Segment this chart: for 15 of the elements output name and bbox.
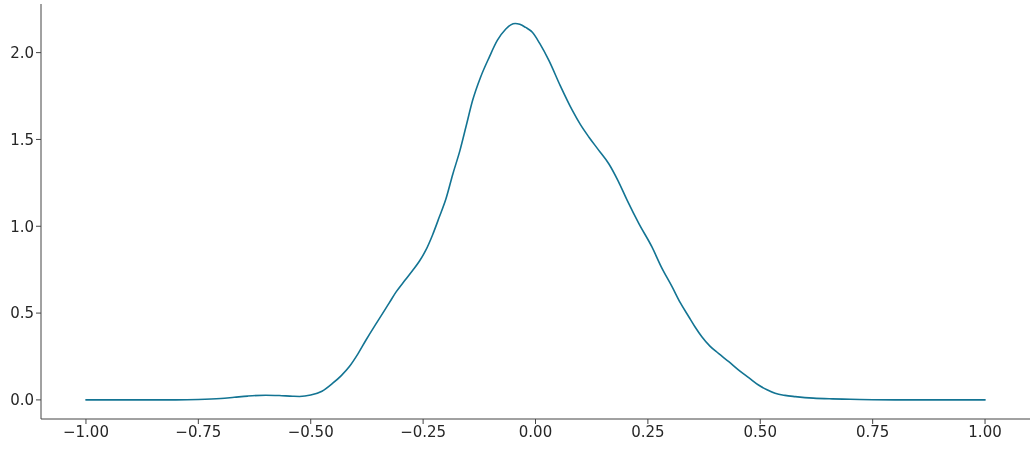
- y-tick-label: 1.5: [10, 130, 34, 149]
- x-tick-label: 1.00: [968, 422, 1002, 441]
- y-tick-label: 0.0: [10, 391, 34, 410]
- x-tick-label: 0.50: [743, 422, 777, 441]
- x-tick-label: −1.00: [62, 422, 109, 441]
- x-tick-label: 0.75: [855, 422, 890, 441]
- y-tick-label: 1.0: [10, 217, 34, 236]
- y-tick-label: 0.5: [10, 304, 34, 323]
- x-tick-label: −0.25: [400, 422, 447, 441]
- line-series: [85, 22, 986, 401]
- y-tick-label: 2.0: [10, 43, 34, 62]
- x-tick-label: 0.25: [631, 422, 665, 441]
- x-tick-label: 0.00: [518, 422, 553, 441]
- x-tick-label: −0.75: [175, 422, 222, 441]
- x-tick-label: −0.50: [287, 422, 334, 441]
